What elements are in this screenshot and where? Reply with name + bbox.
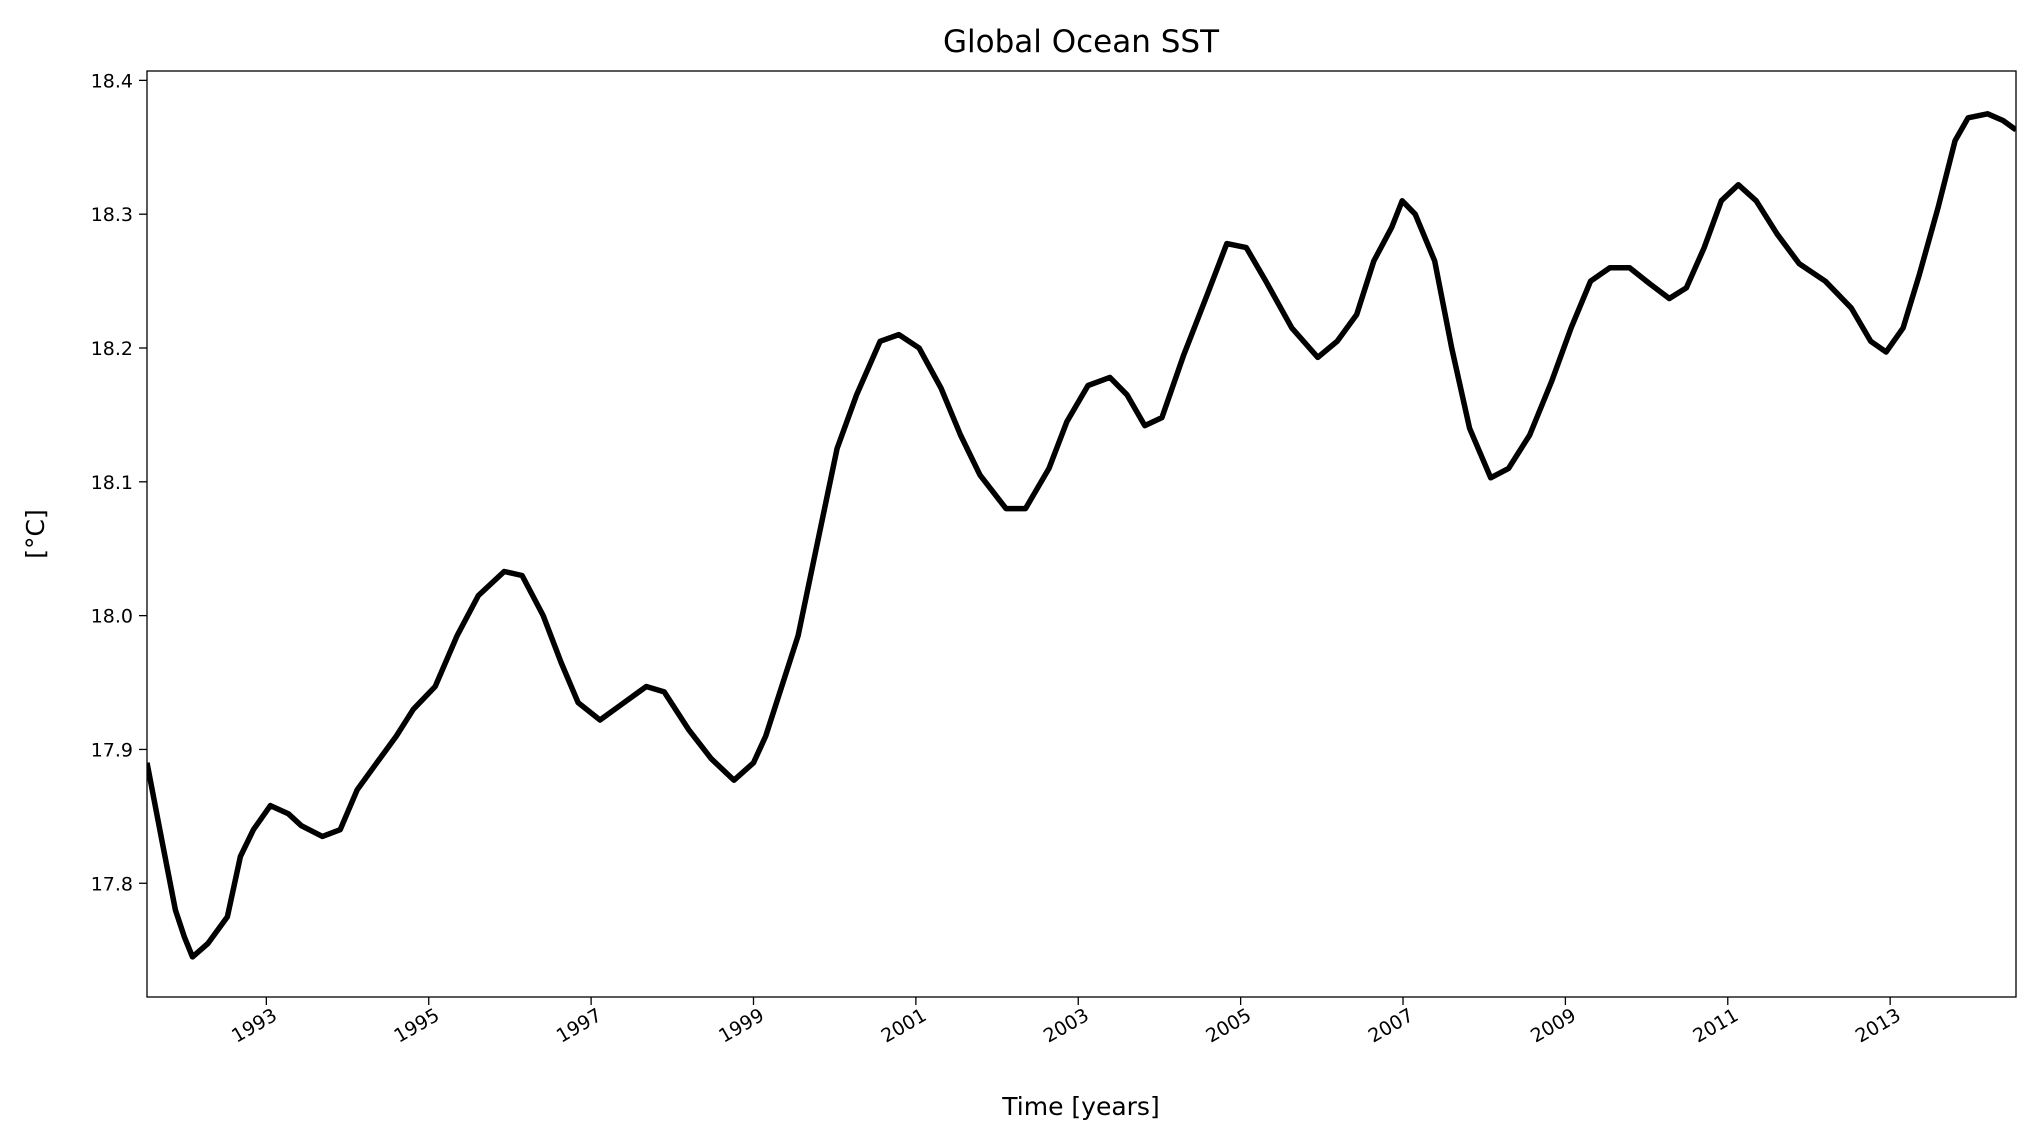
y-tick-label: 17.9 — [91, 739, 133, 761]
y-tick-label: 18.3 — [91, 204, 133, 226]
x-tick-label: 2013 — [1852, 1004, 1905, 1047]
line — [147, 111, 2016, 960]
x-axis-label: Time [years] — [1001, 1092, 1159, 1121]
x-tick-label: 2007 — [1365, 1004, 1418, 1047]
y-tick-label: 17.8 — [91, 873, 133, 895]
x-tick-label: 2009 — [1527, 1004, 1580, 1047]
y-tick-label: 18.2 — [91, 338, 133, 360]
x-tick-label: 2001 — [877, 1004, 930, 1047]
y-tick-label: 18.4 — [91, 70, 133, 92]
chart-title: Global Ocean SST — [943, 24, 1220, 60]
x-tick-label: 1995 — [390, 1004, 443, 1047]
x-tick-label: 1997 — [553, 1004, 606, 1047]
x-tick-label: 1993 — [228, 1004, 281, 1047]
y-tick-label: 18.0 — [91, 606, 133, 628]
x-tick-label: 1999 — [715, 1004, 768, 1047]
y-axis-label: [°C] — [21, 509, 50, 558]
plot-frame — [146, 70, 2017, 998]
y-tick-label: 18.1 — [91, 472, 133, 494]
x-tick-label: 2005 — [1202, 1004, 1255, 1047]
x-tick-label: 2011 — [1689, 1004, 1742, 1047]
x-tick-label: 2003 — [1040, 1004, 1093, 1047]
